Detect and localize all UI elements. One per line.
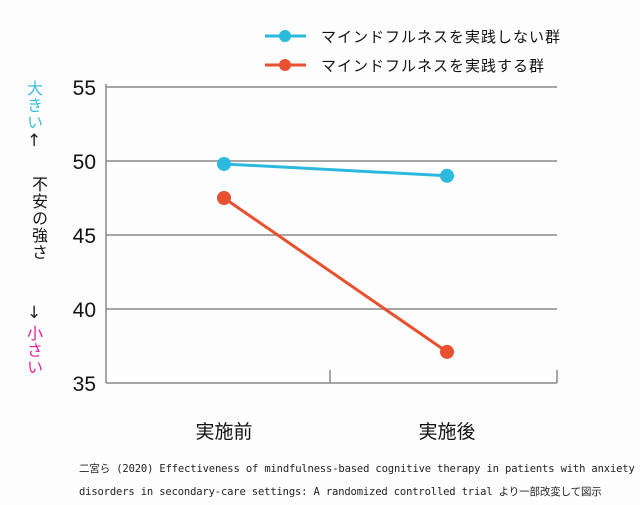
source-caption-line-2: disorders in secondary-care settings: A … — [79, 486, 602, 498]
down-arrow-icon: ↓ — [27, 303, 42, 323]
axes — [105, 84, 558, 384]
data-point-s1-2 — [440, 168, 454, 183]
legend-label-1: マインドフルネスを実践しない群 — [321, 28, 561, 46]
data-point-s2-1 — [217, 191, 231, 205]
source-caption-line-1: 二宮ら (2020) Effectiveness of mindfulness-… — [79, 463, 635, 475]
legend-label-2: マインドフルネスを実践する群 — [321, 57, 545, 75]
x-tick-label-1: 実施前 — [195, 421, 252, 443]
series-line-2 — [223, 196, 448, 354]
legend-marker-1 — [279, 30, 291, 42]
x-tick-labels: 実施前 実施後 — [195, 421, 475, 443]
y-axis-title: 不安の強さ — [29, 176, 48, 261]
y-tick-labels: 35 40 45 50 55 — [73, 77, 96, 396]
series-layer — [217, 156, 454, 359]
data-point-s2-2 — [440, 344, 454, 359]
up-arrow-icon: ↑ — [27, 131, 42, 151]
legend-marker-2 — [279, 59, 291, 71]
data-point-s1-1 — [217, 156, 231, 171]
y-tick-label-35: 35 — [73, 373, 96, 396]
y-tick-label-45: 45 — [73, 225, 96, 248]
series-line-1 — [223, 162, 448, 178]
x-tick-label-2: 実施後 — [418, 421, 475, 443]
y-annotation-high: 大きい — [24, 80, 43, 131]
gridlines — [106, 86, 557, 310]
y-tick-label-55: 55 — [73, 77, 96, 100]
y-tick-label-40: 40 — [73, 299, 96, 322]
y-annotation-low: 小さい — [24, 325, 43, 376]
y-tick-label-50: 50 — [73, 151, 96, 174]
